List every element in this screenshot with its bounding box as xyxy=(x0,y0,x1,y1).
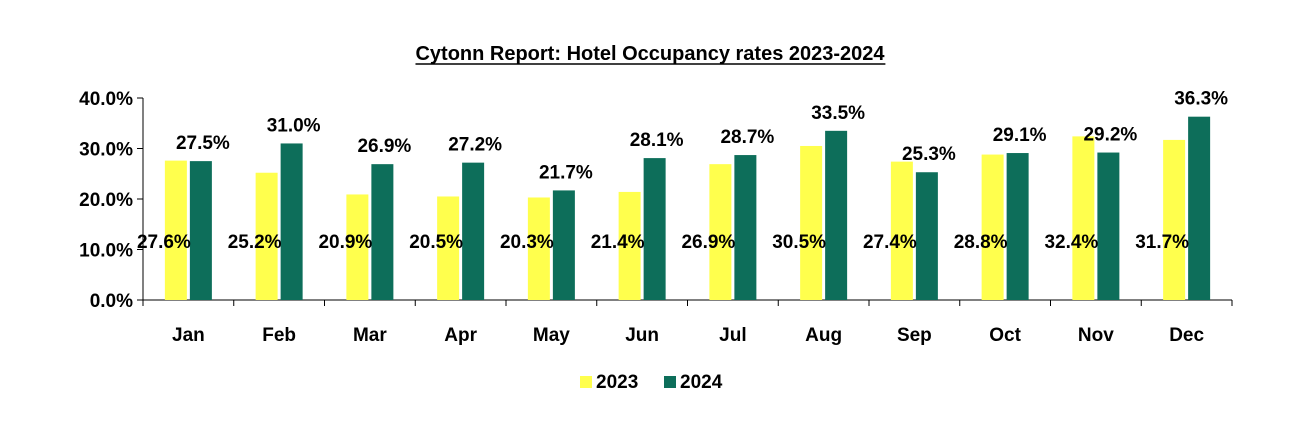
legend-label-2023: 2023 xyxy=(596,372,638,393)
data-label-2024: 27.5% xyxy=(176,133,230,154)
x-tick-label: Sep xyxy=(897,325,932,346)
bar-2024 xyxy=(1097,152,1120,300)
legend-swatch-2024 xyxy=(664,376,676,388)
x-tick-label: Oct xyxy=(989,325,1021,346)
data-label-2024: 27.2% xyxy=(448,135,502,156)
bar-2024 xyxy=(825,130,848,300)
bar-2023 xyxy=(890,161,913,300)
data-label-2024: 26.9% xyxy=(357,136,411,157)
bar-2024 xyxy=(552,190,575,300)
bar-2024 xyxy=(371,164,394,300)
x-tick-label: Mar xyxy=(353,325,387,346)
data-label-2023: 28.8% xyxy=(954,232,1008,253)
data-label-2024: 29.1% xyxy=(993,125,1047,146)
data-label-2023: 20.9% xyxy=(318,232,372,253)
data-label-2023: 30.5% xyxy=(772,232,826,253)
x-tick-label: Apr xyxy=(444,325,477,346)
x-tick-label: Nov xyxy=(1078,325,1114,346)
y-axis: 0.0% 10.0% 20.0% 30.0% 40.0% xyxy=(79,89,144,312)
x-tick-label: Jan xyxy=(172,325,205,346)
y-tick-label: 20.0% xyxy=(79,190,133,211)
data-label-2023: 20.3% xyxy=(500,232,554,253)
data-label-2024: 28.1% xyxy=(630,130,684,151)
bar-2023 xyxy=(346,194,369,300)
bar-2023 xyxy=(437,196,460,300)
x-tick-label: Feb xyxy=(262,325,296,346)
bar-2023 xyxy=(800,145,823,300)
data-label-2024: 28.7% xyxy=(720,127,774,148)
bar-2024 xyxy=(1006,153,1029,300)
bar-2024 xyxy=(462,162,485,300)
bar-2023 xyxy=(164,160,187,300)
data-label-2024: 33.5% xyxy=(811,103,865,124)
bar-2024 xyxy=(915,172,938,300)
bar-2023 xyxy=(618,191,641,300)
data-label-2023: 31.7% xyxy=(1135,232,1189,253)
data-label-2024: 21.7% xyxy=(539,162,593,183)
bar-2024 xyxy=(189,161,212,300)
bar-2024 xyxy=(643,158,666,300)
x-tick-label: Aug xyxy=(805,325,842,346)
bars xyxy=(164,116,1211,300)
legend: 2023 2024 xyxy=(580,372,723,393)
x-tick-label: May xyxy=(533,325,570,346)
data-label-2023: 26.9% xyxy=(681,232,735,253)
x-tick-label: Jul xyxy=(719,325,746,346)
bar-2023 xyxy=(527,197,550,300)
bar-2023 xyxy=(1072,136,1095,300)
data-label-2023: 32.4% xyxy=(1044,232,1098,253)
bar-2023 xyxy=(1163,139,1186,300)
legend-label-2024: 2024 xyxy=(680,372,723,393)
y-tick-label: 0.0% xyxy=(90,291,133,312)
data-labels: 27.6% 27.5% 25.2% 31.0% 20.9% 26.9% 20.5% 27.2%… xyxy=(137,89,1228,253)
y-tick-label: 40.0% xyxy=(79,89,133,110)
data-label-2023: 20.5% xyxy=(409,232,463,253)
bar-2024 xyxy=(734,155,757,300)
x-tick-label: Jun xyxy=(625,325,659,346)
bar-2024 xyxy=(280,143,303,300)
bar-2024 xyxy=(1188,116,1211,300)
data-label-2024: 31.0% xyxy=(267,115,321,136)
data-label-2023: 25.2% xyxy=(228,232,282,253)
y-tick-label: 30.0% xyxy=(79,140,133,161)
data-label-2024: 36.3% xyxy=(1174,89,1228,110)
y-tick-label: 10.0% xyxy=(79,241,133,262)
data-label-2024: 25.3% xyxy=(902,144,956,165)
data-label-2023: 27.4% xyxy=(863,232,917,253)
chart-title: Cytonn Report: Hotel Occupancy rates 202… xyxy=(415,43,885,65)
bar-2023 xyxy=(255,172,278,300)
data-label-2023: 27.6% xyxy=(137,232,191,253)
x-tick-label: Dec xyxy=(1169,325,1204,346)
data-label-2024: 29.2% xyxy=(1083,125,1137,146)
legend-swatch-2023 xyxy=(580,376,592,388)
data-label-2023: 21.4% xyxy=(591,232,645,253)
x-axis: Jan Feb Mar Apr May Jun Jul Aug Sep Oct Nov Dec xyxy=(142,299,1233,346)
bar-2023 xyxy=(709,164,732,300)
bar-2023 xyxy=(981,154,1004,300)
